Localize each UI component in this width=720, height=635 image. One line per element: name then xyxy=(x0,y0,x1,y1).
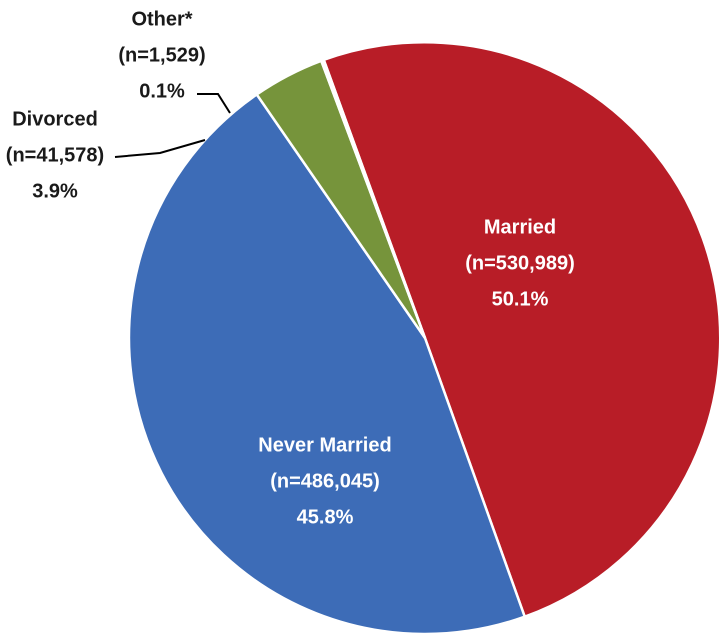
slice-label-never-married-name: Never Married xyxy=(258,434,391,456)
slice-label-married-name: Married xyxy=(484,216,556,238)
slices-layer xyxy=(127,41,720,635)
slice-label-divorced-count: (n=41,578) xyxy=(6,144,104,166)
labels-layer: Married (n=530,989) 50.1% Never Married (n=4… xyxy=(6,8,575,528)
slice-label-divorced-percent: 3.9% xyxy=(32,180,78,202)
leaders-layer xyxy=(114,93,231,158)
leader-line-divorced xyxy=(114,139,206,158)
pie-slice-never-married xyxy=(127,92,527,635)
slice-label-never-married-count: (n=486,045) xyxy=(270,470,380,492)
slice-label-married-percent: 50.1% xyxy=(492,288,549,310)
slice-label-married-count: (n=530,989) xyxy=(465,252,575,274)
leader-line-other xyxy=(197,93,231,114)
slice-label-divorced-name: Divorced xyxy=(12,108,98,130)
pie-slice-married xyxy=(322,41,720,619)
pie-slice-other xyxy=(319,58,427,339)
slice-label-never-married-percent: 45.8% xyxy=(297,506,354,528)
slice-label-other-name: Other* xyxy=(131,8,192,30)
slice-label-other-count: (n=1,529) xyxy=(118,44,205,66)
slice-label-other-percent: 0.1% xyxy=(139,80,185,102)
